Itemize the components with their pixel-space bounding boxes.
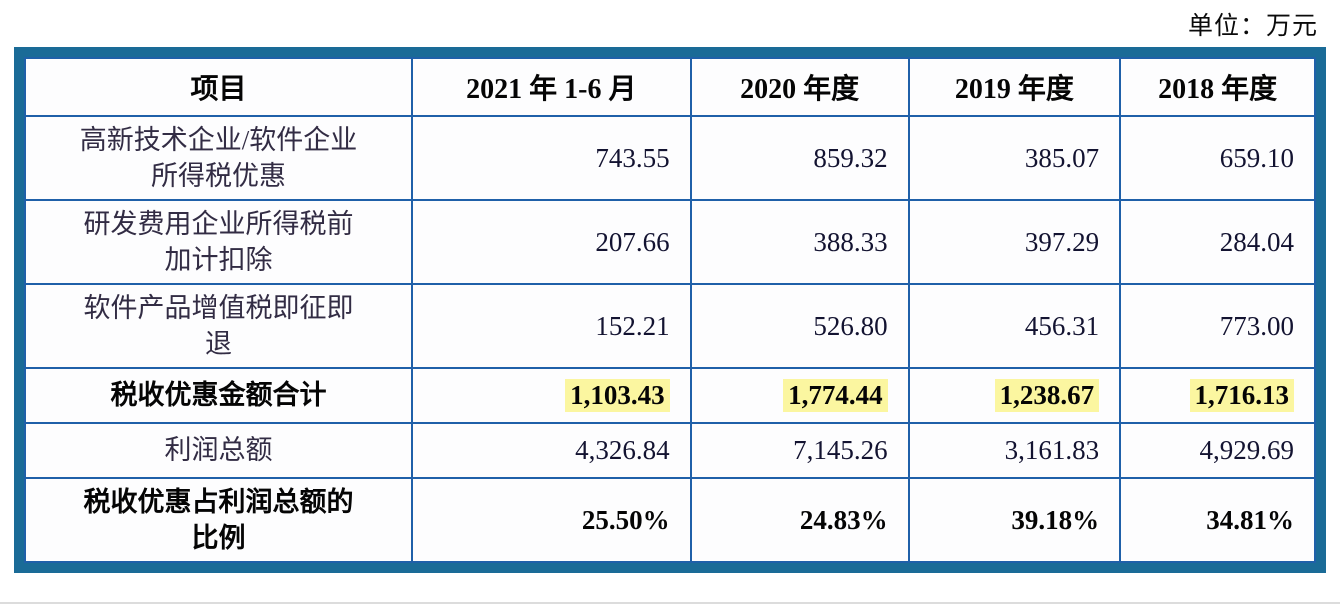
row-value: 773.00 xyxy=(1119,283,1316,369)
table-header: 项目 2021 年 1-6 月 2020 年度 2019 年度 2018 年度 xyxy=(24,57,1316,117)
row-value: 1,716.13 xyxy=(1119,367,1316,424)
row-value: 152.21 xyxy=(411,283,692,369)
row-label: 研发费用企业所得税前 加计扣除 xyxy=(24,199,413,285)
row-value: 284.04 xyxy=(1119,199,1316,285)
row-value: 385.07 xyxy=(907,115,1122,201)
bottom-divider xyxy=(0,602,1340,604)
row-value: 397.29 xyxy=(907,199,1122,285)
table-row: 利润总额 4,326.84 7,145.26 3,161.83 4,929.69 xyxy=(24,422,1316,479)
row-value: 743.55 xyxy=(411,115,692,201)
table-row: 税收优惠金额合计 1,103.43 1,774.44 1,238.67 1,716.13 xyxy=(24,367,1316,424)
table-row: 税收优惠占利润总额的 比例 25.50% 24.83% 39.18% 34.81% xyxy=(24,477,1316,563)
row-value: 24.83% xyxy=(689,477,910,563)
row-label: 税收优惠金额合计 xyxy=(24,367,413,424)
unit-label: 单位：万元 xyxy=(1187,13,1318,40)
row-value: 526.80 xyxy=(689,283,910,369)
row-label: 软件产品增值税即征即 退 xyxy=(24,283,413,369)
column-header: 项目 xyxy=(24,57,413,117)
column-header: 2020 年度 xyxy=(689,57,910,117)
table-row: 研发费用企业所得税前 加计扣除 207.66 388.33 397.29 284.04 xyxy=(24,199,1316,285)
row-value: 859.32 xyxy=(689,115,910,201)
table-body: 高新技术企业/软件企业 所得税优惠 743.55 859.32 385.07 659.1… xyxy=(24,115,1316,563)
row-value: 3,161.83 xyxy=(907,422,1122,479)
row-value: 34.81% xyxy=(1119,477,1316,563)
header-row: 项目 2021 年 1-6 月 2020 年度 2019 年度 2018 年度 xyxy=(24,57,1316,117)
table-row: 高新技术企业/软件企业 所得税优惠 743.55 859.32 385.07 659.1… xyxy=(24,115,1316,201)
row-value: 25.50% xyxy=(411,477,692,563)
row-label: 税收优惠占利润总额的 比例 xyxy=(24,477,413,563)
row-value: 1,238.67 xyxy=(907,367,1122,424)
highlighted-value: 1,238.67 xyxy=(994,379,1100,412)
highlighted-value: 1,774.44 xyxy=(783,379,888,412)
column-header: 2019 年度 xyxy=(907,57,1122,117)
row-value: 4,929.69 xyxy=(1119,422,1316,479)
tax-incentive-table: 项目 2021 年 1-6 月 2020 年度 2019 年度 2018 年度 高新技术… xyxy=(24,57,1316,563)
row-value: 659.10 xyxy=(1119,115,1316,201)
table-row: 软件产品增值税即征即 退 152.21 526.80 456.31 773.00 xyxy=(24,283,1316,369)
row-value: 1,103.43 xyxy=(411,367,692,424)
row-value: 39.18% xyxy=(907,477,1122,563)
row-value: 388.33 xyxy=(689,199,910,285)
highlighted-value: 1,716.13 xyxy=(1189,379,1294,412)
tax-incentive-table-frame: 项目 2021 年 1-6 月 2020 年度 2019 年度 2018 年度 高新技术… xyxy=(14,47,1326,573)
row-value: 456.31 xyxy=(907,283,1122,369)
row-label: 高新技术企业/软件企业 所得税优惠 xyxy=(24,115,413,201)
column-header: 2018 年度 xyxy=(1119,57,1316,117)
highlighted-value: 1,103.43 xyxy=(565,379,670,412)
row-value: 1,774.44 xyxy=(689,367,910,424)
row-value: 207.66 xyxy=(411,199,692,285)
column-header: 2021 年 1-6 月 xyxy=(411,57,692,117)
row-label: 利润总额 xyxy=(24,422,413,479)
row-value: 7,145.26 xyxy=(689,422,910,479)
row-value: 4,326.84 xyxy=(411,422,692,479)
